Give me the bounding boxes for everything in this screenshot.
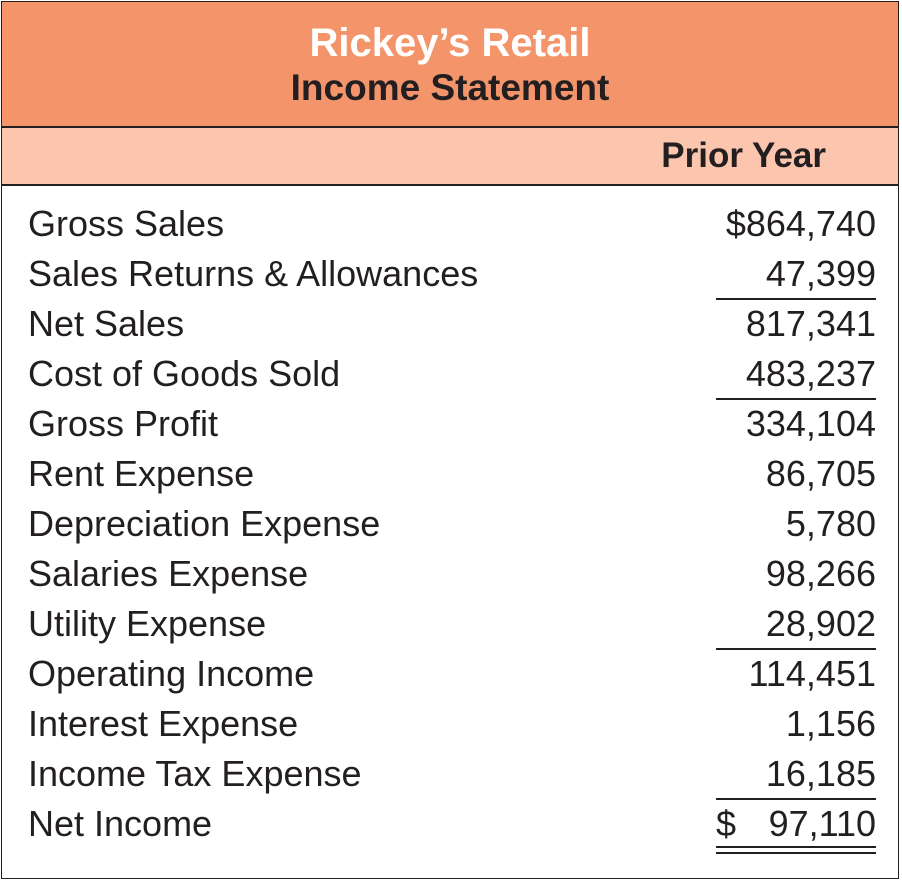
row-gross-sales: Gross Sales $864,740 xyxy=(2,200,898,250)
row-salaries-expense: Salaries Expense 98,266 xyxy=(2,550,898,600)
column-header: Prior Year xyxy=(2,128,898,186)
row-amount: 98,266 xyxy=(765,553,876,594)
row-amount: 483,237 xyxy=(716,352,876,400)
currency-symbol: $ xyxy=(716,803,737,844)
row-label: Interest Expense xyxy=(28,703,299,744)
row-gross-profit: Gross Profit 334,104 xyxy=(2,400,898,450)
row-amount: 1,156 xyxy=(785,703,876,744)
row-amount: 817,341 xyxy=(745,303,876,344)
row-amount: 86,705 xyxy=(765,453,876,494)
row-utility-expense: Utility Expense 28,902 xyxy=(2,600,898,650)
statement-title: Income Statement xyxy=(290,67,610,108)
row-amount: 334,104 xyxy=(745,403,876,444)
row-amount: 47,399 xyxy=(716,252,876,300)
row-rent-expense: Rent Expense 86,705 xyxy=(2,450,898,500)
row-label: Salaries Expense xyxy=(28,553,309,594)
row-label: Cost of Goods Sold xyxy=(28,353,341,394)
row-depreciation-expense: Depreciation Expense 5,780 xyxy=(2,500,898,550)
row-label: Net Sales xyxy=(28,303,185,344)
row-label: Rent Expense xyxy=(28,453,255,494)
row-income-tax-expense: Income Tax Expense 16,185 xyxy=(2,750,898,800)
row-interest-expense: Interest Expense 1,156 xyxy=(2,700,898,750)
row-label: Income Tax Expense xyxy=(28,753,362,794)
row-amount: $864,740 xyxy=(725,203,876,244)
statement-rows: Gross Sales $864,740 Sales Returns & All… xyxy=(2,200,898,854)
column-label-prior-year: Prior Year xyxy=(661,136,826,175)
row-label: Gross Profit xyxy=(28,403,219,444)
row-amount: 16,185 xyxy=(716,752,876,800)
row-net-income: Net Income $97,110 xyxy=(2,798,898,854)
row-operating-income: Operating Income 114,451 xyxy=(2,650,898,700)
company-name: Rickey’s Retail xyxy=(309,21,591,65)
row-amount: 28,902 xyxy=(716,602,876,650)
row-amount: 5,780 xyxy=(785,503,876,544)
row-label: Net Income xyxy=(28,803,213,844)
row-net-sales: Net Sales 817,341 xyxy=(2,300,898,350)
row-label: Sales Returns & Allowances xyxy=(28,253,479,294)
row-cost-of-goods-sold: Cost of Goods Sold 483,237 xyxy=(2,350,898,400)
row-sales-returns: Sales Returns & Allowances 47,399 xyxy=(2,250,898,300)
row-label: Depreciation Expense xyxy=(28,503,381,544)
row-label: Utility Expense xyxy=(28,603,267,644)
row-label: Gross Sales xyxy=(28,203,225,244)
title-block: Rickey’s Retail Income Statement xyxy=(2,2,898,128)
row-label: Operating Income xyxy=(28,653,315,694)
row-amount: 114,451 xyxy=(748,653,876,694)
row-amount: $97,110 xyxy=(716,798,876,854)
